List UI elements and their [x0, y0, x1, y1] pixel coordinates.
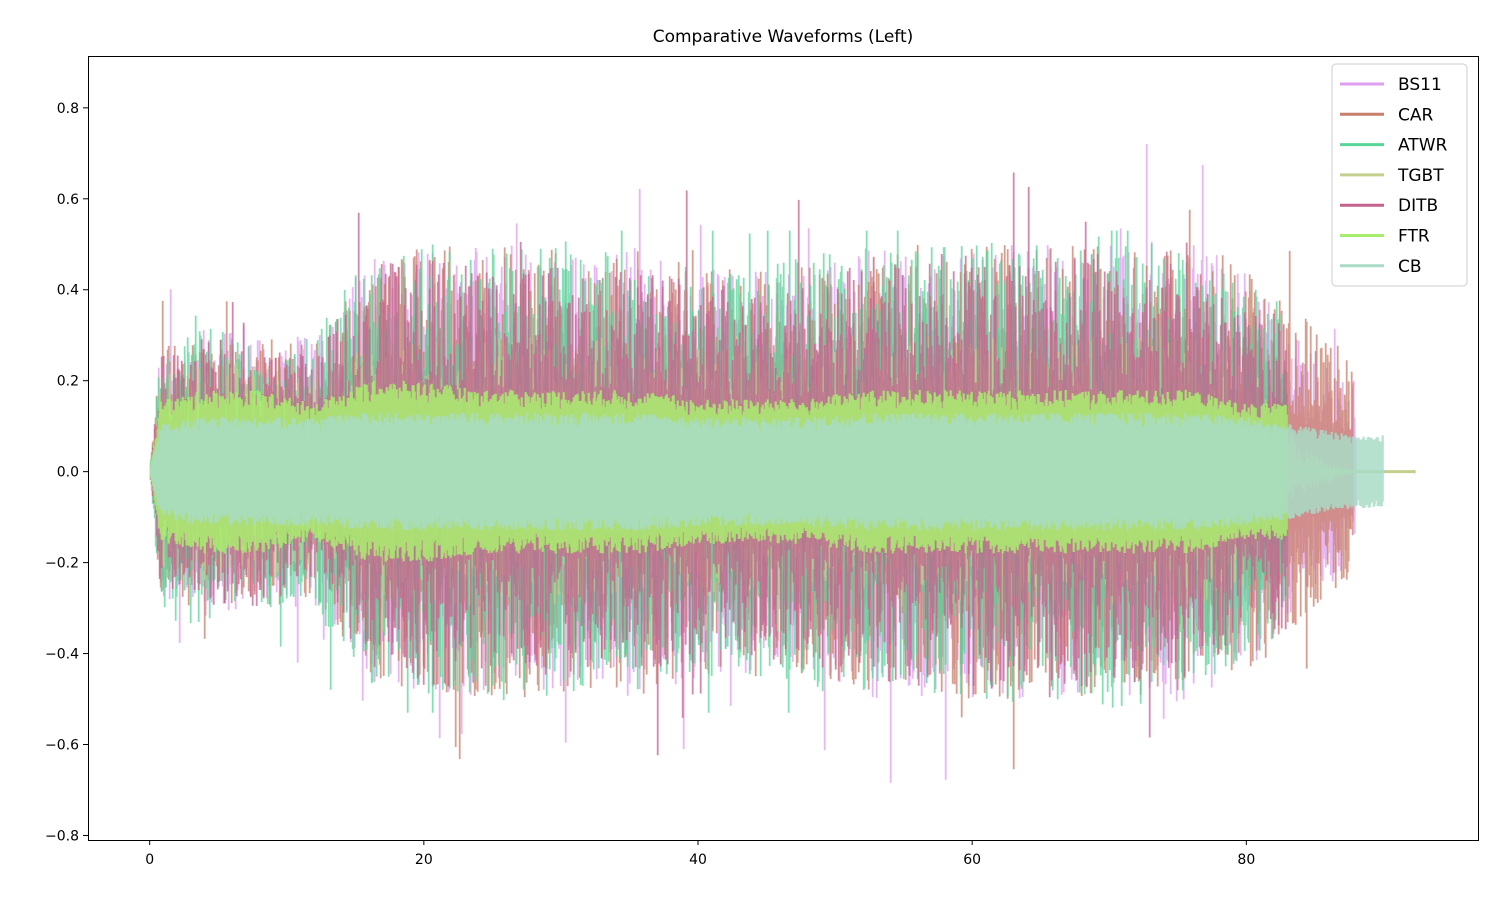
- axes-frame: [88, 56, 1479, 841]
- legend-item-cb: CB: [1340, 257, 1422, 277]
- x-tick-label: 80: [1237, 852, 1255, 868]
- legend-label: DITB: [1398, 196, 1438, 216]
- legend-item-atwr: ATWR: [1340, 136, 1448, 156]
- legend-item-ditb: DITB: [1340, 196, 1438, 216]
- legend-label: BS11: [1398, 75, 1442, 95]
- legend-label: FTR: [1398, 227, 1430, 247]
- legend-label: ATWR: [1398, 136, 1448, 156]
- legend-box: [1331, 63, 1468, 287]
- y-tick-label: −0.2: [45, 556, 79, 572]
- legend-item-bs11: BS11: [1340, 75, 1442, 95]
- x-axis: 0 20 40 60 80: [145, 840, 1255, 868]
- legend-label: CB: [1398, 257, 1422, 277]
- legend-item-tgbt: TGBT: [1340, 166, 1444, 186]
- legend: BS11 CAR ATWR TGBT DITB FTR CB: [1331, 63, 1468, 287]
- y-tick-label: −0.8: [45, 828, 79, 844]
- legend-label: TGBT: [1397, 166, 1444, 186]
- y-tick-label: 0.8: [57, 101, 79, 117]
- y-tick-label: 0.2: [57, 374, 79, 390]
- y-axis: −0.8 −0.6 −0.4 −0.2 0.0 0.2 0.4 0.6 0.8: [45, 101, 88, 844]
- series-cb-waveform: [149, 412, 1385, 531]
- plot-area: [149, 144, 1416, 783]
- y-tick-label: 0.0: [57, 465, 79, 481]
- y-tick-label: 0.4: [57, 283, 79, 299]
- y-tick-label: 0.6: [57, 192, 79, 208]
- y-tick-label: −0.4: [45, 647, 79, 663]
- legend-item-car: CAR: [1340, 105, 1433, 125]
- y-tick-label: −0.6: [45, 738, 79, 754]
- legend-label: CAR: [1398, 105, 1433, 125]
- x-tick-label: 20: [415, 852, 433, 868]
- chart-title: Comparative Waveforms (Left): [653, 27, 914, 47]
- legend-item-ftr: FTR: [1340, 227, 1430, 247]
- x-tick-label: 0: [145, 852, 154, 868]
- x-tick-label: 60: [963, 852, 981, 868]
- x-tick-label: 40: [689, 852, 707, 868]
